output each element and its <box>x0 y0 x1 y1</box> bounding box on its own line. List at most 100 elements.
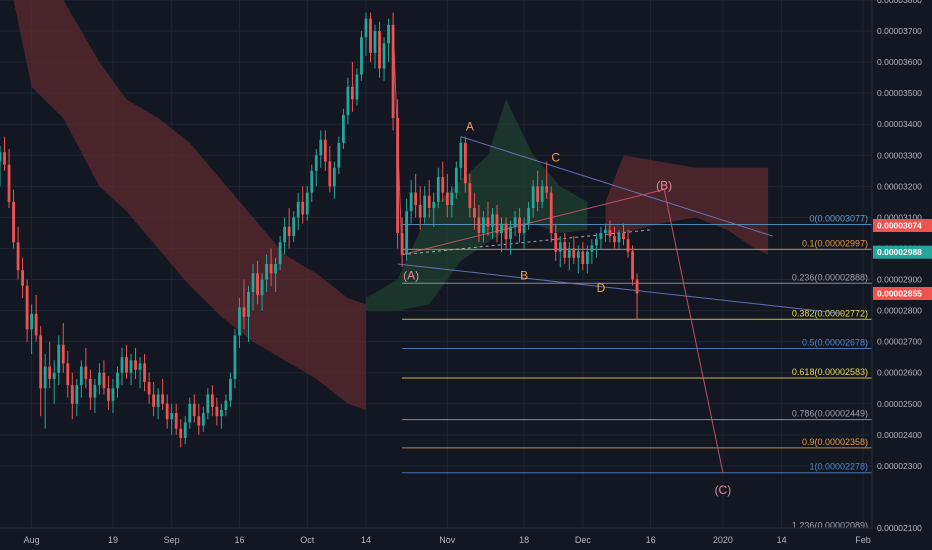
candle-body <box>283 226 287 243</box>
candle-body <box>509 226 512 240</box>
time-tick-label: Aug <box>24 535 40 545</box>
price-tick-label: 0.00003500 <box>877 88 922 98</box>
candle-body <box>75 385 79 404</box>
candle-body <box>97 372 101 386</box>
candle-body <box>418 204 422 218</box>
candle-body <box>269 264 273 274</box>
wave-B-leg <box>401 188 665 256</box>
candle-body <box>427 195 431 209</box>
candle-body <box>585 251 589 264</box>
time-tick-label: Sep <box>164 535 180 545</box>
candle-body <box>314 155 318 171</box>
candle-body <box>125 357 128 373</box>
time-tick-label: Oct <box>300 535 315 545</box>
candle-body <box>364 18 368 38</box>
candle-body <box>554 232 558 252</box>
fib-level-label: 0.618(0.00002583) <box>792 367 868 377</box>
candle-body <box>111 388 115 401</box>
candle-body <box>247 291 250 317</box>
candle-body <box>292 217 296 237</box>
candle-body <box>52 372 56 379</box>
candle-body <box>70 385 74 404</box>
candle-body <box>631 251 634 280</box>
candle-body <box>16 242 20 271</box>
candle-body <box>473 208 476 218</box>
price-tick-label: 0.00002100 <box>877 523 922 533</box>
candle-body <box>296 201 300 218</box>
candle-body <box>34 313 38 336</box>
time-axis-background <box>0 528 872 550</box>
candle-body <box>48 366 52 379</box>
candle-body <box>274 264 278 274</box>
channel-upper-line <box>460 136 773 237</box>
candle-body <box>346 86 350 115</box>
candle-body <box>3 152 6 165</box>
candle-body <box>301 201 305 215</box>
time-tick-label: 2020 <box>713 535 733 545</box>
candle-body <box>251 273 255 292</box>
candle-body <box>513 217 517 227</box>
candle-body <box>622 232 625 240</box>
candle-body <box>287 226 291 237</box>
candle-body <box>129 360 133 373</box>
candle-body <box>84 366 88 379</box>
price-tick-label: 0.00003700 <box>877 26 922 36</box>
candle-body <box>518 217 521 233</box>
candle-body <box>337 142 341 168</box>
price-tick-label: 0.00002700 <box>877 337 922 347</box>
candle-body <box>156 394 160 407</box>
time-tick-label: 16 <box>646 535 656 545</box>
candle-body <box>102 372 106 389</box>
candle-body <box>183 422 187 438</box>
candle-body <box>527 208 531 224</box>
candle-body <box>391 24 395 119</box>
candle-body <box>107 388 110 401</box>
candle-body <box>310 170 314 193</box>
candle-body <box>617 232 621 243</box>
candle-body <box>558 242 562 252</box>
candle-body <box>599 232 603 240</box>
candle-body <box>332 167 336 187</box>
price-axis[interactable]: 0.00003800 0.00003700 0.00003600 0.00003500… <box>871 0 932 550</box>
candle-body <box>378 31 381 69</box>
time-tick-label: Feb <box>855 535 871 545</box>
price-badge <box>873 245 932 259</box>
candle-body <box>522 223 526 233</box>
candle-body <box>238 307 241 336</box>
price-badge-label: 0.00002988 <box>877 247 922 257</box>
candle-body <box>147 382 151 395</box>
candle-body <box>61 344 65 364</box>
candle-body <box>613 236 616 243</box>
candle-body <box>0 152 2 162</box>
candle-body <box>531 186 535 209</box>
candle-body <box>477 217 481 233</box>
candle-body <box>445 192 449 205</box>
candle-body <box>567 248 571 258</box>
candle-body <box>594 239 598 246</box>
wave-label: (C) <box>715 483 732 497</box>
candle-body <box>305 192 309 215</box>
candle-body <box>116 372 119 389</box>
fib-level-label: 0.1(0.00002997) <box>802 238 868 248</box>
wave-labels: (A) A B C D (B) (C) <box>403 119 731 496</box>
grid <box>0 0 872 529</box>
fib-level-label: 0.382(0.00002772) <box>792 308 868 318</box>
candle-body <box>215 406 219 417</box>
time-axis[interactable]: Aug 19 Sep 16 Oct 14 Nov 18 Dec 16 2020 14 Feb <box>0 527 872 550</box>
candle-body <box>545 186 549 193</box>
wave-label: B <box>520 269 528 283</box>
candle-body <box>138 363 142 370</box>
price-tick-label: 0.00003100 <box>877 212 922 222</box>
candle-body <box>441 177 445 193</box>
fib-level-label: 1(0.00002278) <box>809 462 868 472</box>
price-tick-label: 0.00002400 <box>877 430 922 440</box>
candle-body <box>233 335 237 379</box>
price-badge-label: 0.00003074 <box>877 220 922 230</box>
price-tick-label: 0.00003600 <box>877 57 922 67</box>
candle-body <box>436 177 440 202</box>
candle-body <box>351 86 354 100</box>
channel-lower-line <box>397 263 845 315</box>
candle-body <box>120 357 124 373</box>
candle-body <box>7 164 11 202</box>
